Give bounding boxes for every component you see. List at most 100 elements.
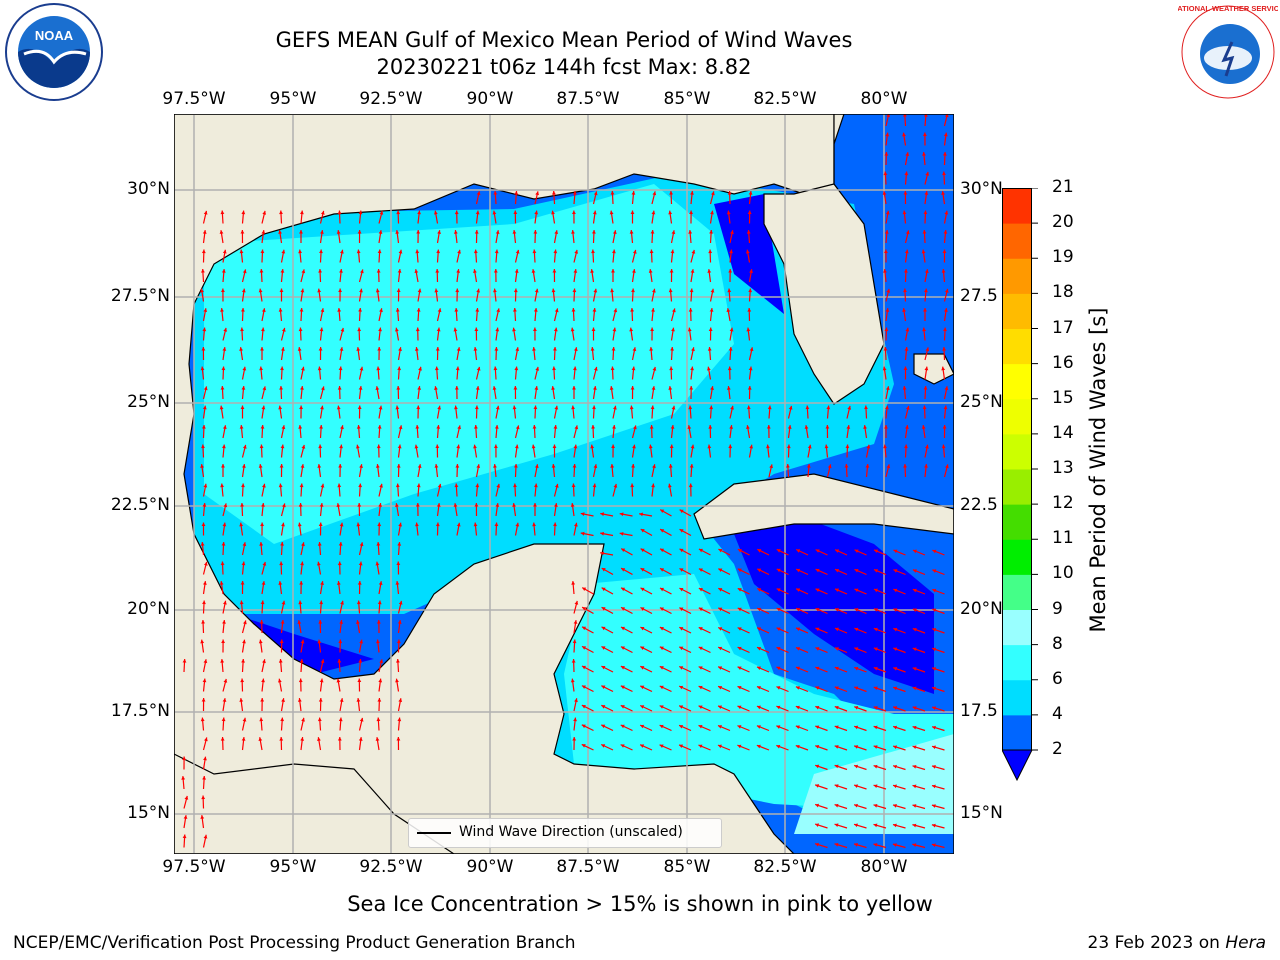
wind-wave-arrowhead (455, 464, 460, 468)
wind-wave-arrowhead (885, 308, 890, 312)
wind-wave-arrowhead (893, 706, 898, 710)
wind-wave-arrowhead (301, 366, 305, 371)
wind-wave-arrowhead (298, 249, 302, 254)
wind-wave-arrowhead (882, 366, 887, 371)
wind-wave-arrowhead (854, 706, 859, 710)
wind-wave-arrowhead (316, 561, 321, 566)
wind-wave-arrowhead (457, 249, 461, 254)
wind-wave-arrowhead (494, 522, 499, 527)
wind-wave-arrowhead (376, 366, 381, 371)
wind-wave-arrowhead (240, 308, 245, 312)
wind-wave-arrowhead (766, 444, 770, 449)
wind-wave-arrowhead (300, 464, 305, 468)
lat-label-right: 27.5 (960, 286, 998, 306)
nws-logo: NATIONAL WEATHER SERVICE (1178, 4, 1278, 99)
wind-wave-arrowhead (551, 288, 556, 293)
wind-wave-arrowhead (279, 464, 284, 468)
wind-wave-arrowhead (756, 705, 761, 710)
wind-wave-arrowhead (493, 464, 497, 468)
lat-label-left: 27.5°N (110, 286, 170, 306)
wind-wave-arrowhead (573, 620, 578, 624)
wind-wave-arrowhead (358, 386, 363, 390)
wind-wave-arrowhead (854, 666, 859, 671)
lon-label-bottom: 97.5°W (162, 857, 226, 877)
wind-wave-arrowhead (200, 717, 205, 722)
wind-wave-arrowhead (717, 725, 722, 729)
wind-wave-arrowhead (854, 725, 859, 730)
wind-wave-arrowhead (737, 686, 742, 690)
wind-wave-arrowhead (243, 620, 247, 625)
wind-wave-arrowhead (756, 744, 761, 749)
wind-wave-arrowhead (398, 249, 403, 254)
wind-wave-arrowhead (493, 288, 497, 293)
wind-wave-arrowhead (757, 627, 762, 631)
wind-wave-arrowhead (688, 230, 693, 234)
wind-wave-arrowhead (532, 347, 536, 351)
wind-wave-arrowhead (767, 405, 772, 410)
wind-wave-arrowhead (854, 764, 859, 769)
wind-wave-arrowhead (924, 191, 929, 195)
wind-wave-arrowhead (902, 132, 906, 137)
wind-wave-arrowhead (534, 464, 539, 469)
colorbar-tick-label: 14 (1052, 422, 1074, 443)
lat-label-right: 22.5 (960, 495, 998, 515)
wind-wave-arrowhead (222, 522, 227, 527)
wind-wave-arrowhead (776, 549, 781, 553)
wind-wave-arrowhead (357, 503, 362, 507)
wind-wave-arrowhead (932, 667, 937, 671)
wind-wave-arrowhead (242, 639, 246, 644)
wind-wave-arrowhead (317, 464, 322, 468)
wind-wave-arrowhead (260, 698, 265, 702)
wind-wave-arrowhead (220, 386, 225, 390)
lat-label-left: 30°N (127, 179, 170, 199)
wind-wave-arrowhead (574, 600, 579, 605)
wind-wave-arrowhead (730, 230, 734, 235)
wind-wave-arrowhead (651, 210, 656, 215)
wind-wave-arrowhead (912, 647, 917, 652)
wind-wave-arrowhead (457, 425, 462, 430)
wind-wave-arrowhead (552, 347, 557, 351)
wind-wave-arrowhead (749, 269, 753, 273)
wind-wave-arrowhead (737, 607, 742, 612)
wind-wave-arrowhead (591, 249, 595, 254)
wind-wave-arrowhead (357, 581, 362, 585)
wind-wave-arrowhead (659, 627, 664, 631)
lat-label-right: 30°N (960, 179, 1003, 199)
wind-wave-arrowhead (570, 678, 575, 683)
wind-wave-arrowhead (201, 620, 206, 624)
wind-wave-arrowhead (434, 464, 439, 468)
wind-wave-arrowhead (357, 230, 362, 234)
wind-wave-arrowhead (711, 191, 715, 196)
wind-wave-arrowhead (931, 784, 936, 789)
map-title: GEFS MEAN Gulf of Mexico Mean Period of … (275, 28, 853, 52)
wind-wave-arrowhead (873, 784, 878, 789)
wind-wave-arrowhead (893, 627, 898, 632)
wind-wave-arrowhead (262, 483, 266, 488)
wind-wave-arrowhead (241, 659, 245, 663)
wind-wave-arrowhead (340, 327, 345, 332)
wind-wave-arrowhead (280, 269, 285, 273)
wind-wave-arrowhead (854, 823, 858, 828)
wind-wave-arrowhead (222, 249, 227, 254)
wind-wave-arrowhead (242, 366, 247, 371)
wind-wave-arrowhead (745, 249, 750, 254)
wind-wave-arrowhead (320, 581, 324, 585)
wind-wave-arrowhead (648, 444, 653, 449)
wind-wave-arrowhead (873, 803, 878, 808)
wind-wave-arrowhead (281, 249, 286, 254)
wind-wave-arrowhead (202, 327, 207, 332)
wind-wave-arrowhead (220, 288, 225, 293)
wind-wave-arrowhead (261, 678, 265, 683)
wind-wave-arrowhead (339, 444, 343, 449)
wind-wave-arrowhead (873, 843, 878, 847)
wind-wave-arrowhead (873, 666, 878, 671)
wind-wave-arrowhead (554, 230, 559, 235)
wind-wave-arrowhead (182, 756, 187, 761)
wind-wave-arrowhead (242, 717, 247, 722)
wind-wave-arrowhead (650, 405, 655, 410)
wind-wave-arrowhead (278, 581, 283, 585)
wind-wave-arrowhead (222, 620, 226, 624)
wind-wave-arrowhead (261, 503, 265, 507)
wind-wave-arrowhead (181, 776, 186, 780)
sea-ice-note: Sea Ice Concentration > 15% is shown in … (347, 892, 933, 916)
